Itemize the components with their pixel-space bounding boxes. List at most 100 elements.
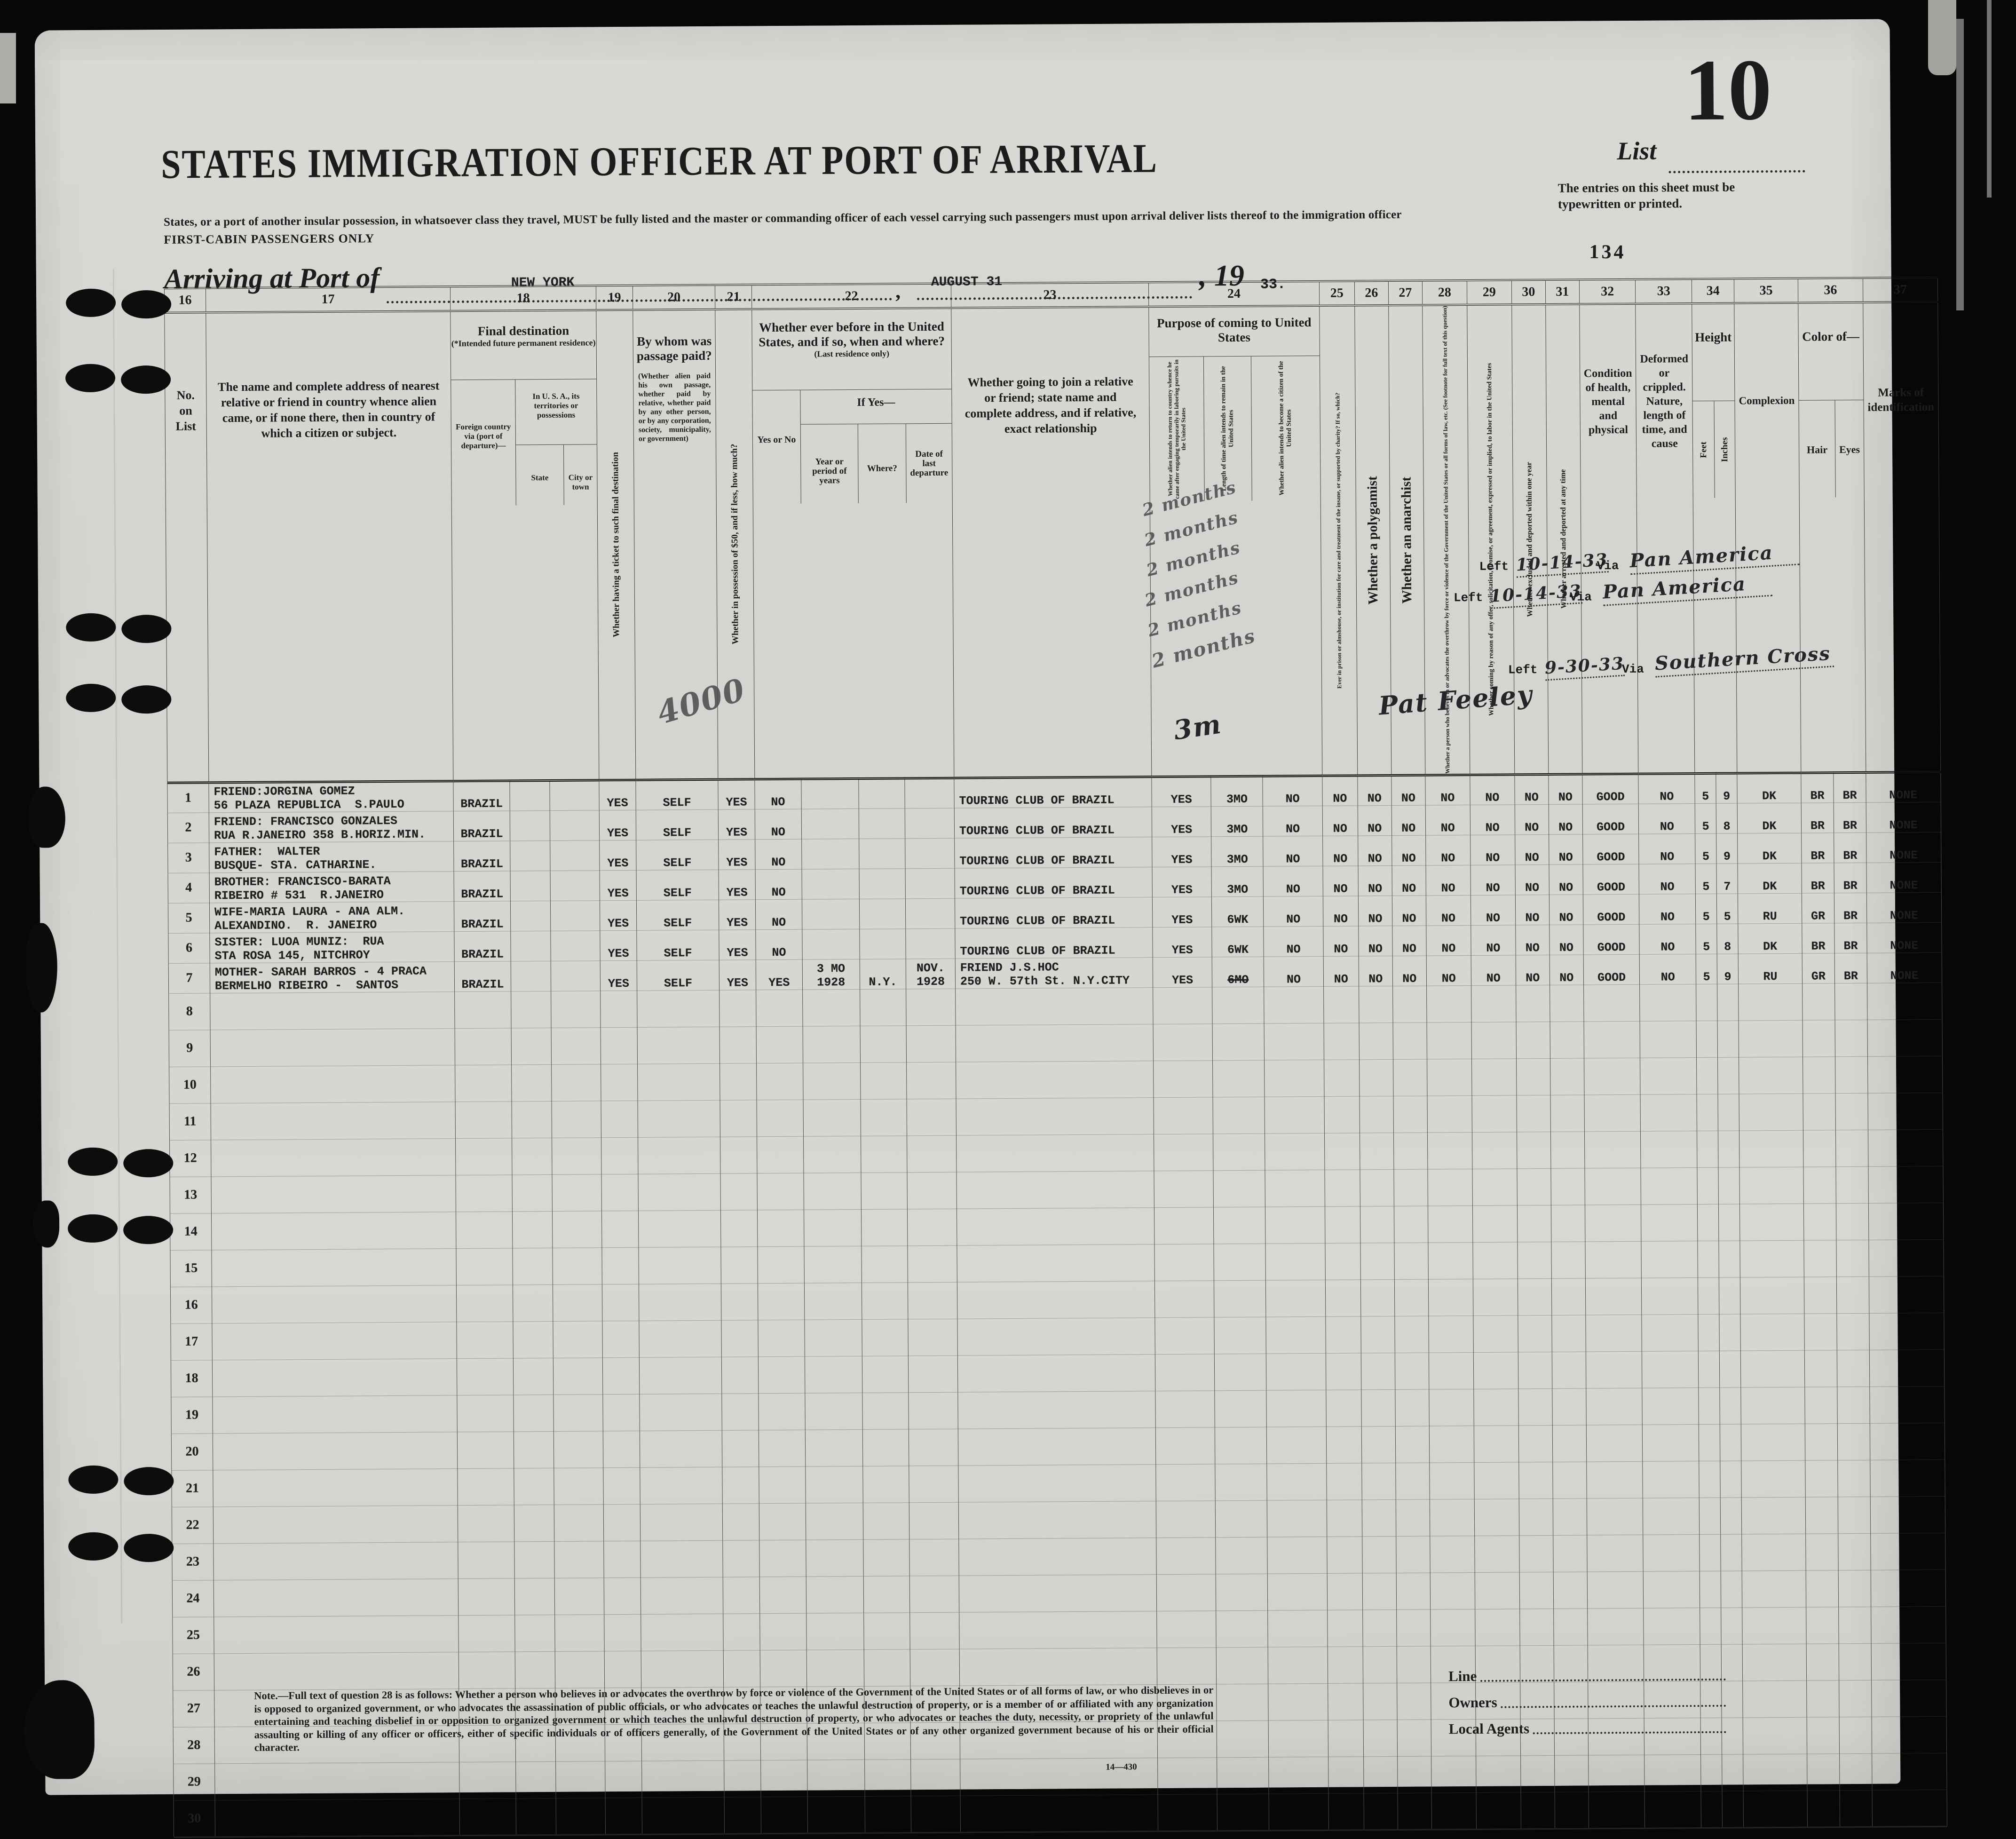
cell-empty bbox=[804, 1209, 862, 1246]
cell-empty bbox=[1585, 1278, 1642, 1315]
cell-empty bbox=[1359, 1059, 1393, 1096]
cell-empty bbox=[802, 989, 860, 1026]
cell-paid: SELF bbox=[636, 809, 719, 840]
cell-empty bbox=[1519, 1609, 1554, 1646]
cell-empty bbox=[911, 1795, 961, 1833]
cell-empty bbox=[1867, 1093, 1943, 1130]
cell-empty bbox=[1326, 1353, 1361, 1390]
column-header-city: City or town bbox=[568, 473, 593, 491]
cell-empty bbox=[1472, 1242, 1518, 1279]
column-header-deformed: Deformed or crippled. Nature, length of … bbox=[1636, 303, 1695, 774]
cell-empty bbox=[805, 1429, 863, 1466]
column-number: 26 bbox=[1354, 281, 1389, 306]
cell-empty bbox=[456, 1284, 513, 1322]
cell-prison: NO bbox=[1322, 835, 1358, 866]
cell-empty bbox=[1806, 1570, 1839, 1607]
cell-empty bbox=[719, 1063, 757, 1101]
column-header-hair: Hair bbox=[1799, 400, 1836, 498]
cell-hair: BR bbox=[1801, 832, 1834, 863]
cell-empty bbox=[1802, 1020, 1835, 1057]
cell-empty bbox=[1867, 983, 1942, 1020]
cell-empty bbox=[1720, 1497, 1742, 1535]
cell-empty bbox=[1518, 1462, 1553, 1499]
cell-empty bbox=[1266, 1353, 1326, 1390]
column-header-complexion: Complexion bbox=[1734, 302, 1801, 773]
cell-empty bbox=[640, 1430, 722, 1468]
scan-artifact bbox=[24, 1680, 95, 1779]
cell-empty bbox=[1871, 1680, 1946, 1717]
cell-empty bbox=[1700, 1754, 1723, 1791]
cell-overthrow: NO bbox=[1426, 895, 1471, 926]
cell-poly: NO bbox=[1358, 835, 1392, 866]
cell-country: BRAZIL bbox=[454, 871, 511, 902]
cell-paid: SELF bbox=[636, 930, 719, 961]
column-number: 20 bbox=[632, 285, 715, 310]
film-streak bbox=[1987, 0, 1992, 198]
cell-empty bbox=[1516, 985, 1550, 1022]
cell-empty bbox=[514, 1468, 554, 1505]
cell-empty bbox=[456, 1211, 513, 1249]
cell-empty bbox=[756, 989, 803, 1027]
cell-empty bbox=[1213, 1096, 1265, 1134]
cell-empty bbox=[1742, 1643, 1807, 1681]
cell-hair: BR bbox=[1801, 772, 1834, 803]
cell-empty bbox=[1216, 1573, 1268, 1611]
cell-empty bbox=[1474, 1535, 1519, 1573]
cell-labor: NO bbox=[1470, 834, 1515, 865]
cell-empty bbox=[601, 1137, 638, 1174]
cell-empty bbox=[909, 1428, 958, 1466]
cell-empty bbox=[910, 1759, 960, 1796]
column-header-purpose-return: Whether alien intends to return to count… bbox=[1166, 359, 1187, 499]
cell-city bbox=[550, 900, 600, 931]
cell-empty bbox=[1213, 1206, 1266, 1244]
cell-paid: SELF bbox=[636, 870, 719, 901]
cell-empty bbox=[1518, 1315, 1552, 1352]
cell-empty bbox=[1427, 1059, 1472, 1096]
cell-ticket: YES bbox=[600, 960, 637, 991]
cell-empty bbox=[1325, 1316, 1361, 1354]
cell-empty bbox=[605, 1761, 642, 1798]
cell-empty bbox=[1213, 1133, 1265, 1171]
cell-country: BRAZIL bbox=[454, 931, 511, 962]
cell-empty bbox=[1698, 1277, 1719, 1315]
cell-empty bbox=[1516, 1058, 1550, 1095]
cell-empty bbox=[1394, 1279, 1429, 1316]
cell-empty bbox=[719, 1026, 757, 1064]
cell-empty bbox=[1718, 1094, 1739, 1131]
cell-empty bbox=[1838, 1570, 1871, 1607]
column-header-color-of: Color of— Hair Eyes bbox=[1798, 302, 1866, 773]
cell-row-number: 1 bbox=[167, 782, 209, 813]
cell-empty bbox=[1157, 1757, 1218, 1795]
cell-ticket: YES bbox=[600, 930, 637, 961]
cell-empty bbox=[1722, 1754, 1744, 1791]
cell-empty bbox=[458, 1615, 515, 1652]
cell-empty bbox=[1518, 1425, 1553, 1462]
cell-arrested: NO bbox=[1549, 834, 1583, 865]
cell-empty bbox=[1471, 1058, 1517, 1096]
cell-empty bbox=[1805, 1497, 1838, 1534]
cell-empty bbox=[1396, 1499, 1430, 1537]
cell-empty bbox=[1429, 1352, 1474, 1389]
stamp-number: 134 bbox=[1589, 241, 1626, 263]
cell-marks: NONE bbox=[1867, 952, 1942, 983]
cell-empty bbox=[1429, 1426, 1474, 1463]
cell-empty bbox=[1642, 1351, 1699, 1388]
cell-empty bbox=[1518, 1498, 1553, 1536]
cell-empty bbox=[1324, 1059, 1360, 1097]
cell-row-number: 16 bbox=[170, 1286, 212, 1324]
typed-annotation: Via bbox=[1597, 559, 1619, 573]
cell-empty bbox=[1519, 1572, 1554, 1609]
cell-empty bbox=[909, 1502, 959, 1539]
cell-empty bbox=[1550, 1168, 1585, 1205]
cell-paid: SELF bbox=[635, 779, 719, 810]
cell-empty bbox=[1584, 1094, 1641, 1132]
cell-empty bbox=[1475, 1609, 1520, 1646]
cell-empty bbox=[457, 1431, 514, 1469]
cell-anarch: NO bbox=[1392, 955, 1427, 986]
cell-empty bbox=[1471, 1022, 1517, 1059]
cell-fifty: YES bbox=[718, 839, 756, 870]
cell-before: NO bbox=[755, 899, 802, 930]
cell-empty bbox=[604, 1651, 641, 1688]
cell-before-year bbox=[802, 899, 860, 929]
cell-arrested: NO bbox=[1549, 954, 1584, 985]
